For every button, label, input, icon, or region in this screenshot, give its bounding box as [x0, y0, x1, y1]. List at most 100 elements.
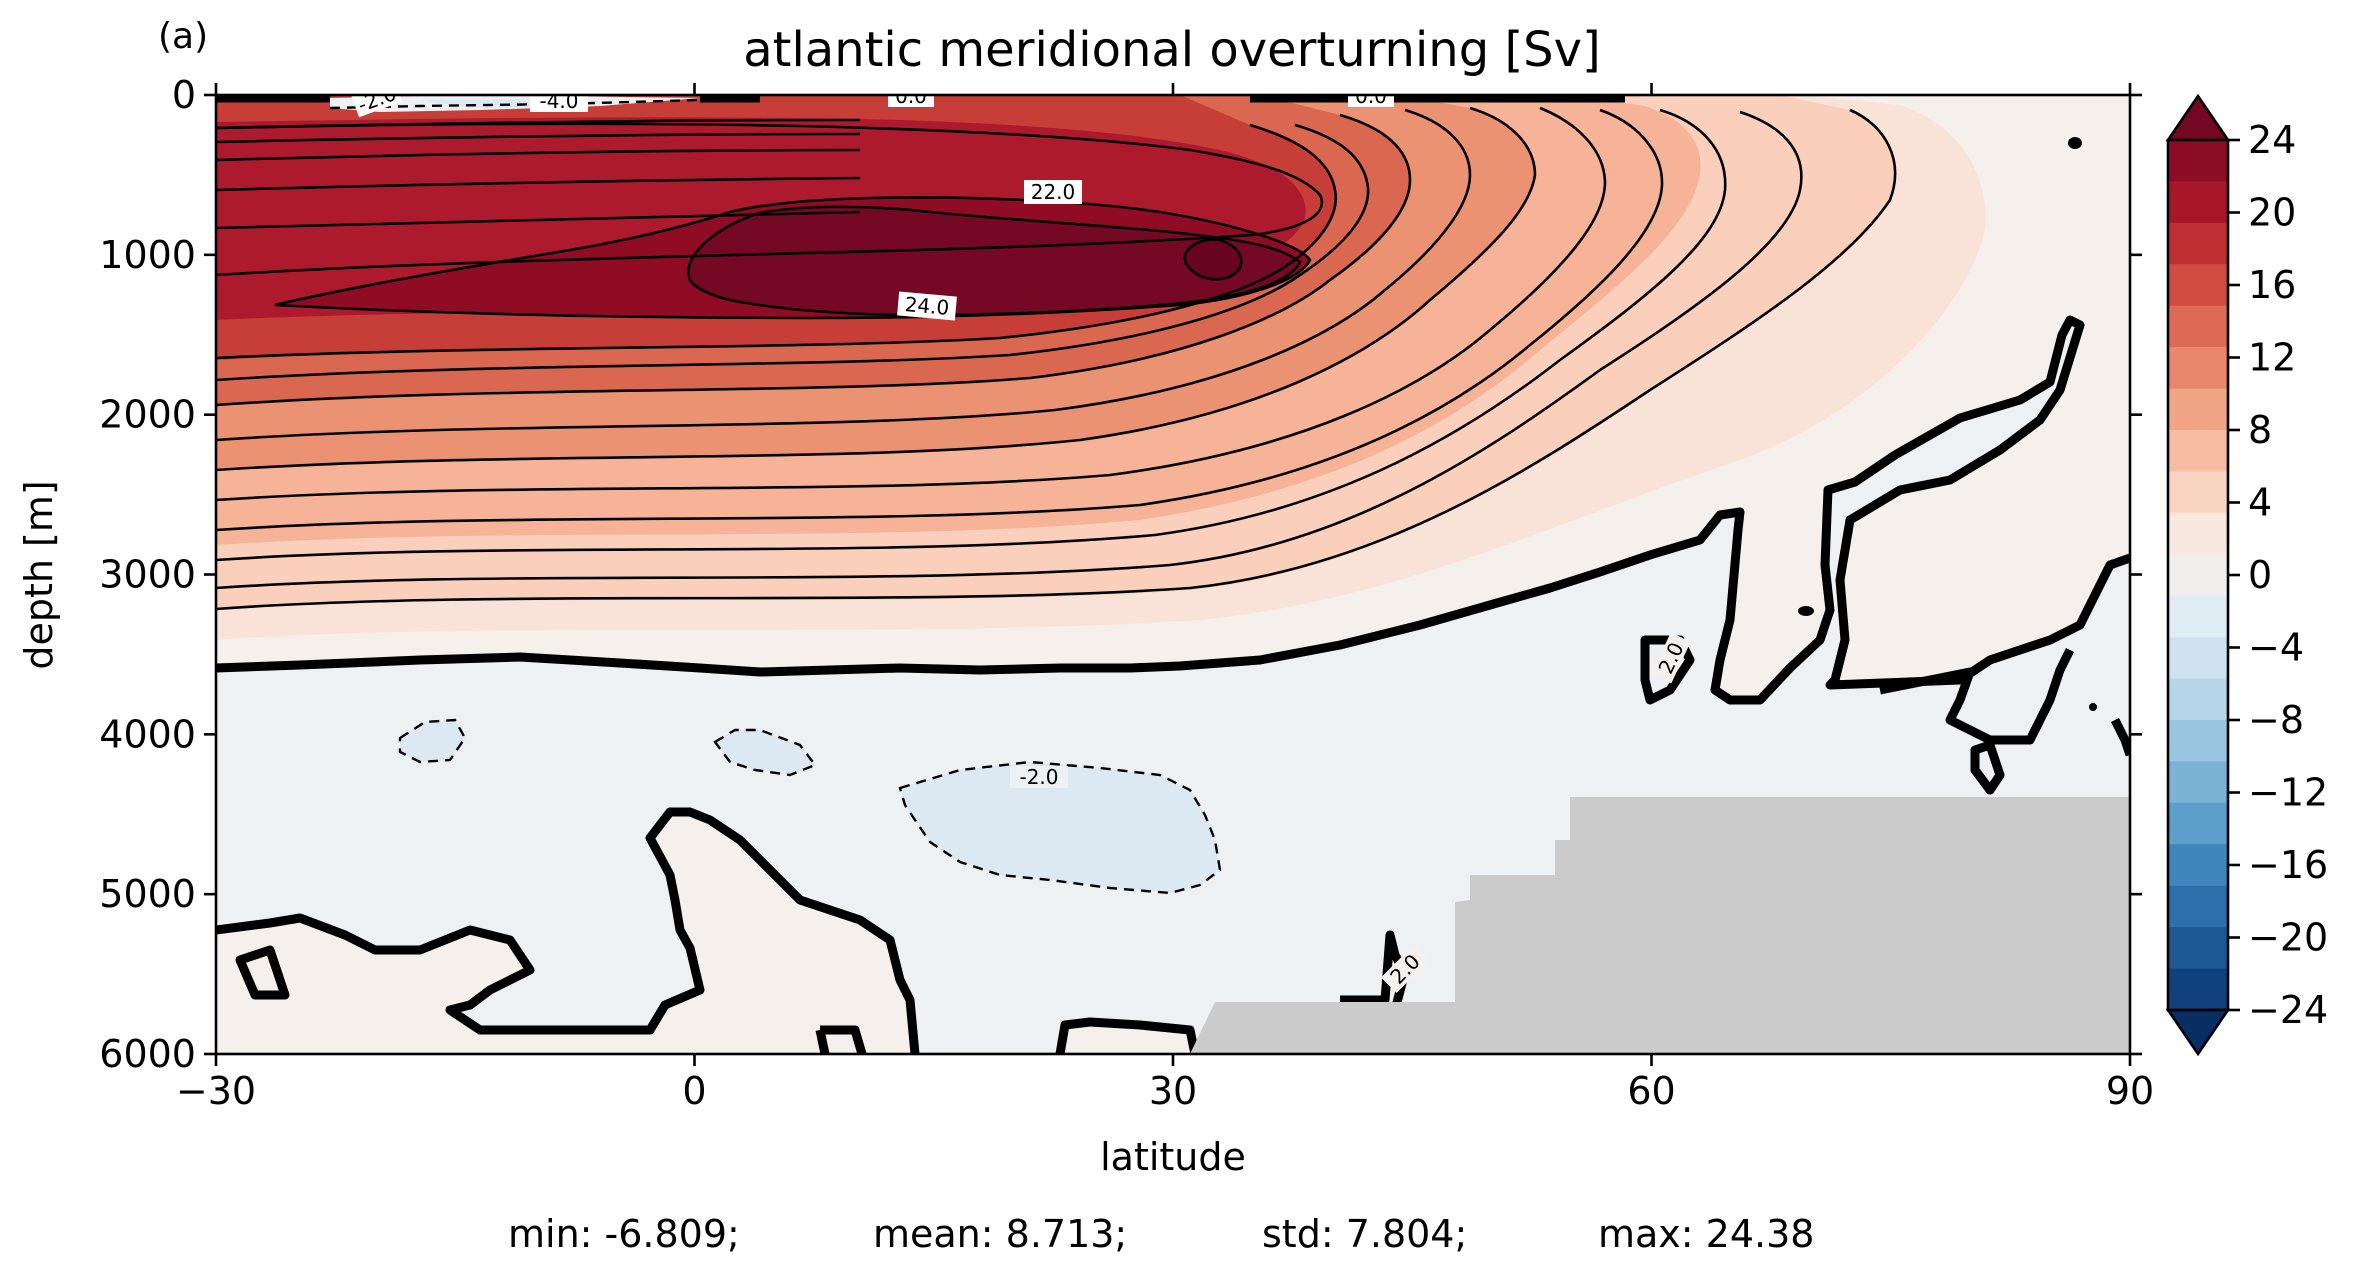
colorbar-tick-label: −20	[2248, 916, 2328, 960]
contour-labels: -2.0 -4.0 0.0 0.0 22.0 24.0 -2.0 2.0 2.0	[351, 84, 1691, 994]
contour-label-text: -2.0	[1019, 765, 1058, 789]
colorbar-level	[2168, 512, 2228, 555]
contour-label-text: 0.0	[1355, 84, 1387, 108]
colorbar-level	[2168, 347, 2228, 390]
colorbar-tick-label: 0	[2248, 553, 2272, 597]
contour-line-negative	[713, 728, 817, 777]
contour-line	[216, 108, 1727, 562]
contour-label: 0.0	[1348, 84, 1394, 108]
negative-cell-1	[900, 762, 1220, 893]
zero-contour	[1879, 647, 2075, 745]
colorbar-tick-label: −24	[2248, 988, 2328, 1032]
colorbar-level	[2168, 927, 2228, 970]
y-tick-label: 2000	[99, 393, 196, 437]
y-tick-label: 1000	[99, 233, 196, 277]
contour-line	[216, 106, 1607, 502]
contour-line	[216, 210, 861, 230]
contour-label: -4.0	[530, 95, 588, 113]
colorbar-level	[2168, 264, 2228, 307]
colorbar-level	[2168, 554, 2228, 597]
contour-line	[216, 106, 1537, 472]
contour-line	[216, 113, 1412, 407]
colorbar-level	[2168, 595, 2228, 638]
contour-line	[216, 123, 1338, 360]
x-tick-label: 60	[1627, 1069, 1675, 1113]
band-24	[688, 206, 1300, 315]
zero-contour	[2110, 717, 2130, 757]
colorbar: 24 20 16 12 8 4 0 −4 −8 −12 −16 −20 −24	[2165, 93, 2328, 1057]
colorbar-level	[2168, 430, 2228, 473]
land-mask	[1190, 797, 2130, 1054]
y-tick-label: 3000	[99, 553, 196, 597]
contour-label-text: 22.0	[1031, 180, 1076, 204]
colorbar-level	[2168, 140, 2228, 183]
zero-contour-dot	[1798, 606, 1814, 616]
stat-min: min: -6.809;	[508, 1212, 740, 1256]
contour-label: 24.0	[897, 291, 957, 321]
contour-label: 0.0	[888, 84, 934, 108]
zero-contour	[815, 1025, 867, 1054]
colorbar-tick-label: 20	[2248, 191, 2296, 235]
contour-line-negative	[398, 718, 467, 764]
panel-label: (a)	[158, 16, 208, 57]
negative-cell-3	[715, 730, 815, 775]
x-tick-label: −30	[176, 1069, 256, 1113]
zero-contour	[216, 807, 920, 1054]
colorbar-level	[2168, 720, 2228, 763]
colorbar-tick-label: 12	[2248, 336, 2296, 380]
colorbar-tick-label: −16	[2248, 843, 2328, 887]
contour-line	[216, 118, 861, 130]
contour-line	[216, 176, 861, 192]
contour-line	[1183, 238, 1243, 281]
zero-contour	[235, 945, 290, 1000]
stat-max: max: 24.38	[1598, 1212, 1815, 1256]
colorbar-level	[2168, 181, 2228, 224]
zero-contour	[1055, 1017, 1200, 1054]
contour-field: -2.0 -4.0 0.0 0.0 22.0 24.0 -2.0 2.0 2.0	[216, 84, 2130, 1054]
y-axis-label: depth [m]	[17, 480, 61, 669]
contour-label: 2.0	[1651, 632, 1691, 684]
colorbar-tick-label: −8	[2248, 698, 2304, 742]
colorbar-tick-label: −12	[2248, 771, 2328, 815]
y-tick-label: 6000	[99, 1032, 196, 1076]
contour-line	[216, 110, 1803, 590]
contour-label: 22.0	[1024, 180, 1082, 204]
x-tick-label: 0	[682, 1069, 706, 1113]
colorbar-level	[2168, 471, 2228, 514]
zero-contour-dot	[2089, 703, 2097, 711]
band-26	[1184, 239, 1242, 280]
zero-contour	[216, 315, 2130, 705]
x-tick-label: 90	[2106, 1069, 2154, 1113]
contour-label-text: 0.0	[895, 84, 927, 108]
colorbar-level	[2168, 678, 2228, 721]
contour-line	[216, 123, 1370, 382]
colorbar-level	[2168, 761, 2228, 804]
zero-contour-dot	[2068, 137, 2082, 149]
colorbar-level	[2168, 305, 2228, 348]
colorbar-tick-label: 8	[2248, 408, 2272, 452]
colorbar-level	[2168, 885, 2228, 928]
contour-line-negative	[329, 98, 701, 110]
colorbar-tick-label: 16	[2248, 263, 2296, 307]
y-tick-label: 4000	[99, 712, 196, 756]
contour-line	[216, 108, 1472, 442]
contour-line	[687, 205, 1302, 317]
stat-std: std: 7.804;	[1262, 1212, 1468, 1256]
y-tick-label: 0	[172, 73, 196, 117]
colorbar-tick-label: 24	[2248, 118, 2296, 162]
contour-line	[216, 108, 1897, 611]
contour-line	[216, 122, 1324, 277]
chart-title: atlantic meridional overturning [Sv]	[743, 22, 1601, 78]
colorbar-tick-label: 4	[2248, 481, 2272, 525]
colorbar-level	[2168, 222, 2228, 265]
x-axis-label: latitude	[1100, 1135, 1246, 1179]
contour-line	[216, 132, 861, 144]
colorbar-level	[2168, 802, 2228, 845]
x-tick-label: 30	[1149, 1069, 1197, 1113]
contour-line	[274, 196, 1312, 320]
y-axis: 0 1000 2000 3000 4000 5000 6000	[99, 73, 2142, 1076]
stat-mean: mean: 8.713;	[873, 1212, 1128, 1256]
contour-line	[216, 148, 861, 162]
zero-contour	[1970, 740, 2005, 795]
